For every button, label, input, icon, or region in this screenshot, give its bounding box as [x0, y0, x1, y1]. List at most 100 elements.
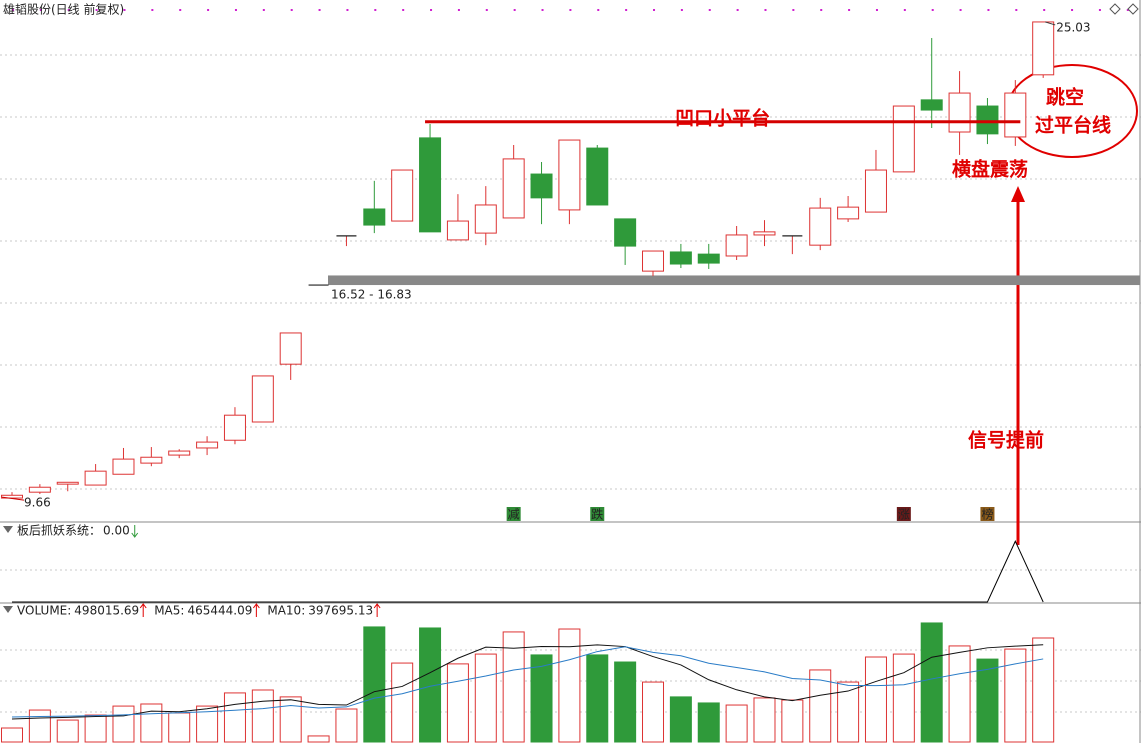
candle-body — [753, 231, 776, 236]
annotation: 凹口小平台 — [675, 106, 770, 129]
candle-body — [697, 253, 720, 264]
annotation: 横盘震荡 — [952, 158, 1028, 181]
indicator-value: 0.00 — [103, 524, 130, 538]
candle-body — [642, 250, 665, 272]
candle-body — [1032, 21, 1055, 76]
chart-title: 雄韬股份(日线 前复权) — [3, 2, 124, 17]
candle-body — [363, 208, 386, 226]
volume-bar — [948, 645, 971, 743]
volume-bar — [530, 654, 553, 743]
candle-body — [56, 481, 79, 485]
candle-body — [920, 99, 943, 111]
min-pointer — [1, 496, 25, 501]
signal-label: 榜 — [981, 507, 993, 522]
candle-body — [474, 204, 497, 234]
candle-body — [279, 332, 302, 365]
volume-bar — [279, 696, 302, 743]
arrow-head — [1011, 186, 1025, 202]
candle-body — [112, 458, 135, 475]
volume-bar — [307, 735, 330, 743]
candle-body — [948, 92, 971, 133]
volume-bar — [446, 663, 469, 743]
volume-bar — [753, 697, 776, 743]
candle-body — [614, 218, 637, 247]
candle-body — [530, 173, 553, 199]
volume-bar — [586, 654, 609, 743]
up-arrow — [139, 603, 147, 617]
candle-body — [669, 251, 692, 265]
volume-bar — [196, 705, 219, 743]
volume-bar — [112, 705, 135, 743]
candle-body — [558, 139, 581, 211]
volume-bar — [474, 653, 497, 743]
annotation: 跳空 — [1046, 86, 1084, 109]
legend-value: 498015.69 — [74, 604, 139, 618]
annotation: 信号提前 — [968, 429, 1044, 452]
candle-body — [1004, 92, 1027, 138]
volume-bar — [140, 703, 163, 743]
volume-bar — [84, 714, 107, 743]
signal-box — [506, 507, 521, 521]
candle-body — [168, 450, 191, 456]
volume-bar — [251, 689, 274, 743]
legend-value: 397695.13 — [308, 604, 373, 618]
volume-bar — [28, 709, 51, 743]
volume-bar — [642, 681, 665, 743]
volume-bar — [1, 727, 23, 743]
volume-bar — [614, 661, 637, 743]
candle-body — [28, 486, 51, 493]
icon[interactable] — [1109, 3, 1121, 15]
volume-bar — [809, 669, 832, 743]
candle-body — [140, 456, 163, 464]
candle-body — [419, 137, 442, 233]
volume-bar — [1032, 637, 1055, 743]
volume-bar — [892, 653, 915, 743]
ma-line — [11, 646, 1044, 718]
candle-body — [84, 470, 107, 486]
signal-label: 跌 — [591, 507, 603, 522]
candle-body — [391, 169, 414, 222]
volume-bar — [920, 622, 943, 743]
candle-body — [864, 169, 887, 213]
signal-box — [980, 507, 995, 521]
min-label: 9.66 — [24, 496, 51, 510]
legend-name: MA10: — [267, 604, 305, 618]
signal-box — [590, 507, 605, 521]
max-pointer — [1045, 21, 1056, 26]
max-label: 25.03 — [1056, 20, 1090, 34]
volume-bar — [669, 696, 692, 743]
gap-label: 16.52 - 16.83 — [331, 288, 412, 302]
icon[interactable] — [1127, 3, 1139, 15]
volume-bar — [502, 631, 525, 743]
up-arrow — [252, 603, 260, 617]
volume-bar — [223, 692, 246, 743]
annotation: 过平台线 — [1035, 114, 1111, 137]
candle-body — [892, 105, 915, 173]
legend-name: VOLUME: — [17, 604, 71, 618]
volume-bar — [363, 626, 386, 743]
volume-bar — [697, 702, 720, 743]
volume-bar — [725, 704, 748, 743]
volume-bar — [781, 699, 804, 743]
volume-bar — [391, 662, 414, 743]
volume-bar — [168, 712, 191, 743]
candle-body — [976, 105, 999, 135]
indicator-name: 板后抓妖系统： — [17, 524, 101, 538]
legend-value: 465444.09 — [187, 604, 252, 618]
collapse-icon — [3, 606, 13, 613]
gap-band — [328, 275, 1140, 286]
candle-body — [251, 375, 274, 423]
volume-bar — [56, 719, 79, 743]
candle-body — [837, 206, 860, 220]
volume-bar — [335, 708, 358, 743]
legend-name: MA5: — [154, 604, 184, 618]
candle-body — [586, 147, 609, 206]
candle-body — [809, 207, 832, 246]
volume-bar — [1004, 648, 1027, 743]
volume-bar — [837, 681, 860, 743]
volume-bar — [864, 656, 887, 743]
volume-bar — [419, 627, 442, 743]
ma-line — [11, 644, 1044, 720]
collapse-icon — [3, 526, 13, 533]
